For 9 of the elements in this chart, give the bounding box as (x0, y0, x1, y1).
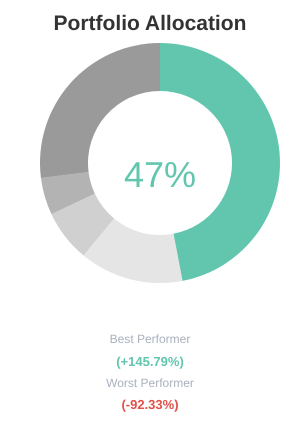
text: Best Performer (110, 332, 190, 346)
donut-slice (40, 172, 95, 214)
chart-title: Portfolio Allocation (54, 12, 246, 35)
donut-slice (51, 194, 114, 256)
text: Worst Performer (106, 376, 194, 390)
donut-slice (84, 218, 182, 283)
text: (-92.33%) (121, 397, 179, 412)
text: 47% (124, 154, 196, 195)
text: (+145.79%) (116, 354, 184, 369)
